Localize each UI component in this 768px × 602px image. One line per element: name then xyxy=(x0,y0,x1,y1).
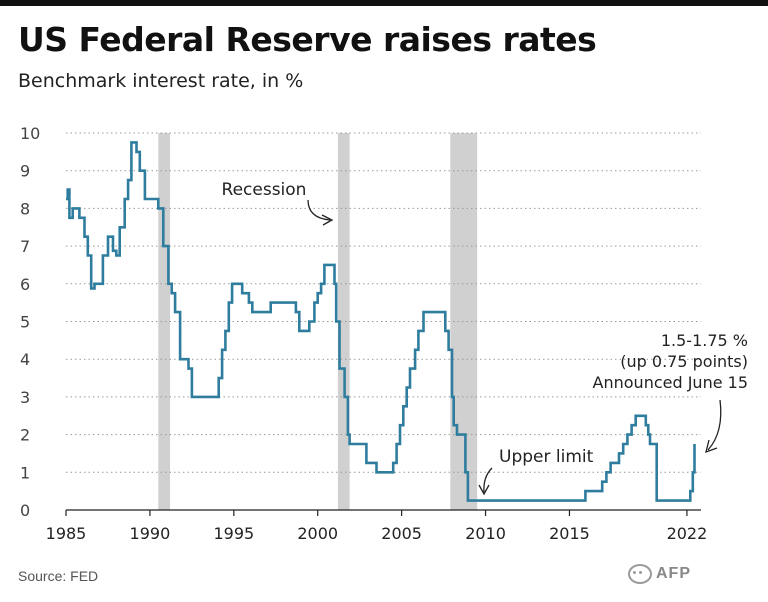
y-tick-labels: 0 1 2 3 4 5 6 7 8 9 10 xyxy=(20,124,40,520)
watermark-text: AFP xyxy=(656,565,691,582)
latest-change-label: (up 0.75 points) xyxy=(620,352,748,371)
recession-band-1 xyxy=(158,133,171,510)
y-tick-label-3: 3 xyxy=(20,388,30,407)
recession-label: Recession xyxy=(222,180,307,200)
rate-series xyxy=(66,141,696,502)
y-tick-label-10: 10 xyxy=(20,124,40,143)
top-rule xyxy=(0,0,768,6)
x-tick-label-1995: 1995 xyxy=(213,524,254,543)
chart-title: US Federal Reserve raises rates xyxy=(18,20,597,59)
x-tick-label-2005: 2005 xyxy=(381,524,422,543)
y-tick-label-2: 2 xyxy=(20,426,30,445)
recession-band-2 xyxy=(337,133,350,510)
y-tick-label-1: 1 xyxy=(20,463,30,482)
upper-limit-arrow xyxy=(483,467,493,493)
gridlines xyxy=(66,132,701,511)
x-tick-label-2015: 2015 xyxy=(549,524,590,543)
x-tick-label-1990: 1990 xyxy=(130,524,171,543)
chat-bubble-icon xyxy=(628,564,652,584)
latest-arrow xyxy=(707,399,722,451)
x-tick-label-1985: 1985 xyxy=(46,524,87,543)
x-tick-label-2000: 2000 xyxy=(297,524,338,543)
y-tick-label-4: 4 xyxy=(20,350,30,369)
latest-arrow-head xyxy=(705,439,718,454)
chart-subtitle: Benchmark interest rate, in % xyxy=(18,70,304,92)
watermark: AFP xyxy=(628,558,758,590)
x-tick-label-2010: 2010 xyxy=(465,524,506,543)
annotations: Recession Upper limit 1.5-1.75 % (up 0.7… xyxy=(222,180,748,496)
x-tick-labels: 1985 1990 1995 2000 2005 2010 2015 2022 xyxy=(46,510,708,543)
y-tick-label-7: 7 xyxy=(20,237,30,256)
latest-date-label: Announced June 15 xyxy=(593,373,748,392)
source-note: Source: FED xyxy=(18,568,99,584)
recession-arrow xyxy=(307,199,331,221)
upper-limit-label: Upper limit xyxy=(499,447,594,467)
y-tick-label-8: 8 xyxy=(20,199,30,218)
recession-bands xyxy=(158,133,478,510)
y-tick-label-6: 6 xyxy=(20,275,30,294)
y-tick-label-5: 5 xyxy=(20,313,30,332)
recession-arrow-head xyxy=(321,214,334,226)
rate-line-1 xyxy=(66,141,696,502)
latest-value-label: 1.5-1.75 % xyxy=(661,331,748,350)
y-tick-label-0: 0 xyxy=(20,501,30,520)
x-tick-label-2022: 2022 xyxy=(667,524,708,543)
y-tick-label-9: 9 xyxy=(20,162,30,181)
recession-band-3 xyxy=(450,133,478,510)
upper-limit-arrow-head xyxy=(478,484,490,496)
